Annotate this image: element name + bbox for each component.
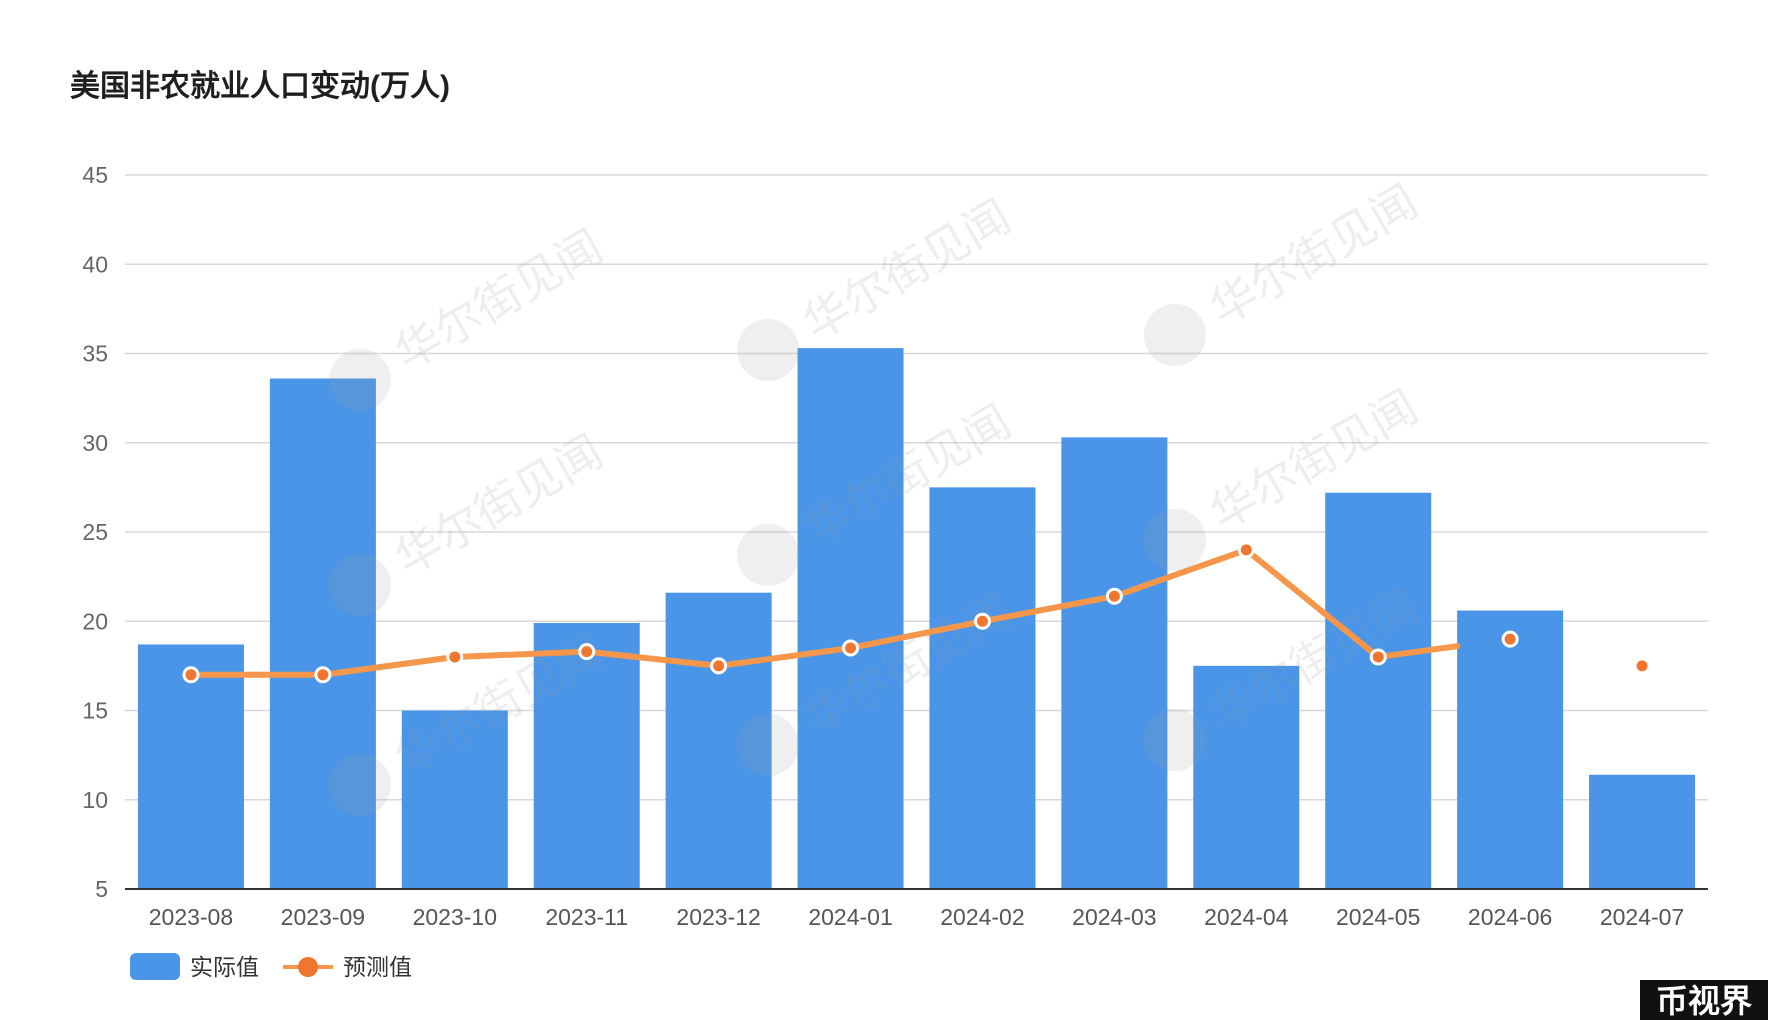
watermark-logo	[1144, 509, 1206, 571]
bar-2024-07[interactable]	[1589, 774, 1696, 889]
y-axis-ticks: 5 10 15 20 25 30 35 40 45	[82, 162, 108, 902]
x-tick-label: 2024-05	[1336, 904, 1420, 930]
x-tick-label: 2024-06	[1468, 904, 1552, 930]
watermark-text: 华尔街见闻	[385, 424, 611, 586]
bar-2023-11[interactable]	[533, 623, 640, 889]
watermark-logo	[329, 754, 391, 816]
forecast-point-2023-12[interactable]	[710, 657, 728, 675]
y-tick-label: 25	[82, 519, 108, 545]
source-badge: 币视界	[1640, 980, 1768, 1020]
x-tick-label: 2024-01	[808, 904, 892, 930]
watermark-text: 华尔街见闻	[385, 219, 611, 381]
forecast-point-2023-11[interactable]	[578, 643, 596, 661]
forecast-point-2024-06[interactable]	[1501, 630, 1519, 648]
forecast-line-stub	[1375, 643, 1461, 660]
forecast-point-2024-01[interactable]	[842, 639, 860, 657]
watermark-mark: 华尔街见闻	[329, 219, 612, 411]
bar-2024-06[interactable]	[1457, 610, 1564, 889]
y-tick-label: 45	[82, 162, 108, 188]
y-tick-label: 40	[82, 251, 108, 277]
x-tick-label: 2023-10	[413, 904, 497, 930]
watermark-logo	[737, 524, 799, 586]
bar-2024-01[interactable]	[797, 348, 904, 889]
x-tick-label: 2024-02	[940, 904, 1024, 930]
y-tick-label: 15	[82, 698, 108, 724]
forecast-line	[188, 546, 1382, 678]
forecast-point-2024-05[interactable]	[1369, 648, 1387, 666]
bar-2023-12[interactable]	[665, 592, 772, 889]
watermark-text: 华尔街见闻	[1200, 174, 1426, 336]
legend-item-forecast[interactable]: 预测值	[283, 954, 412, 980]
legend-swatch-actual	[130, 953, 180, 980]
legend-swatch-forecast-dot	[298, 957, 318, 977]
chart-title: 美国非农就业人口变动(万人)	[70, 69, 450, 103]
forecast-point-2023-09[interactable]	[314, 666, 332, 684]
x-tick-label: 2023-08	[149, 904, 233, 930]
y-tick-label: 35	[82, 341, 108, 367]
bar-series	[137, 348, 1696, 890]
bar-2024-04[interactable]	[1193, 665, 1300, 889]
x-tick-label: 2024-04	[1204, 904, 1289, 930]
forecast-point-2023-10[interactable]	[446, 648, 464, 666]
forecast-point-2023-08[interactable]	[182, 666, 200, 684]
legend-label-forecast: 预测值	[343, 954, 412, 980]
x-tick-label: 2023-11	[545, 904, 628, 930]
watermark-text: 华尔街见闻	[793, 189, 1019, 351]
bar-2023-08[interactable]	[137, 644, 244, 889]
y-tick-label: 20	[82, 608, 108, 634]
x-axis-ticks: 2023-08 2023-09 2023-10 2023-11 2023-12 2024-…	[149, 904, 1685, 930]
x-tick-label: 2024-07	[1600, 904, 1684, 930]
badge-background	[1640, 980, 1768, 1020]
badge-text: 币视界	[1656, 983, 1752, 1019]
bar-2024-05[interactable]	[1325, 492, 1432, 889]
watermark-logo	[737, 714, 799, 776]
watermark-mark: 华尔街见闻	[1144, 174, 1427, 366]
forecast-series	[182, 541, 1651, 684]
bar-2023-10[interactable]	[401, 710, 508, 890]
bar-2024-02[interactable]	[929, 487, 1036, 889]
forecast-point-2024-04[interactable]	[1237, 541, 1255, 559]
y-tick-label: 30	[82, 430, 108, 456]
watermark-logo	[329, 349, 391, 411]
watermark-logo	[1144, 304, 1206, 366]
x-tick-label: 2024-03	[1072, 904, 1156, 930]
gridlines	[125, 174, 1708, 801]
y-tick-label: 5	[95, 876, 108, 902]
watermark-logo	[737, 319, 799, 381]
bar-2024-03[interactable]	[1061, 437, 1168, 889]
forecast-point-2024-03[interactable]	[1105, 587, 1123, 605]
watermark-logo	[329, 554, 391, 616]
bar-2023-09[interactable]	[269, 378, 376, 889]
legend-item-actual[interactable]: 实际值	[130, 953, 259, 980]
x-tick-label: 2023-09	[281, 904, 365, 930]
forecast-point-2024-02[interactable]	[973, 612, 991, 630]
legend-label-actual: 实际值	[190, 954, 259, 980]
forecast-point-2024-07[interactable]	[1633, 657, 1651, 675]
legend: 实际值 预测值	[130, 953, 412, 980]
y-tick-label: 10	[82, 787, 108, 813]
x-tick-label: 2023-12	[676, 904, 760, 930]
watermark-logo	[1144, 709, 1206, 771]
